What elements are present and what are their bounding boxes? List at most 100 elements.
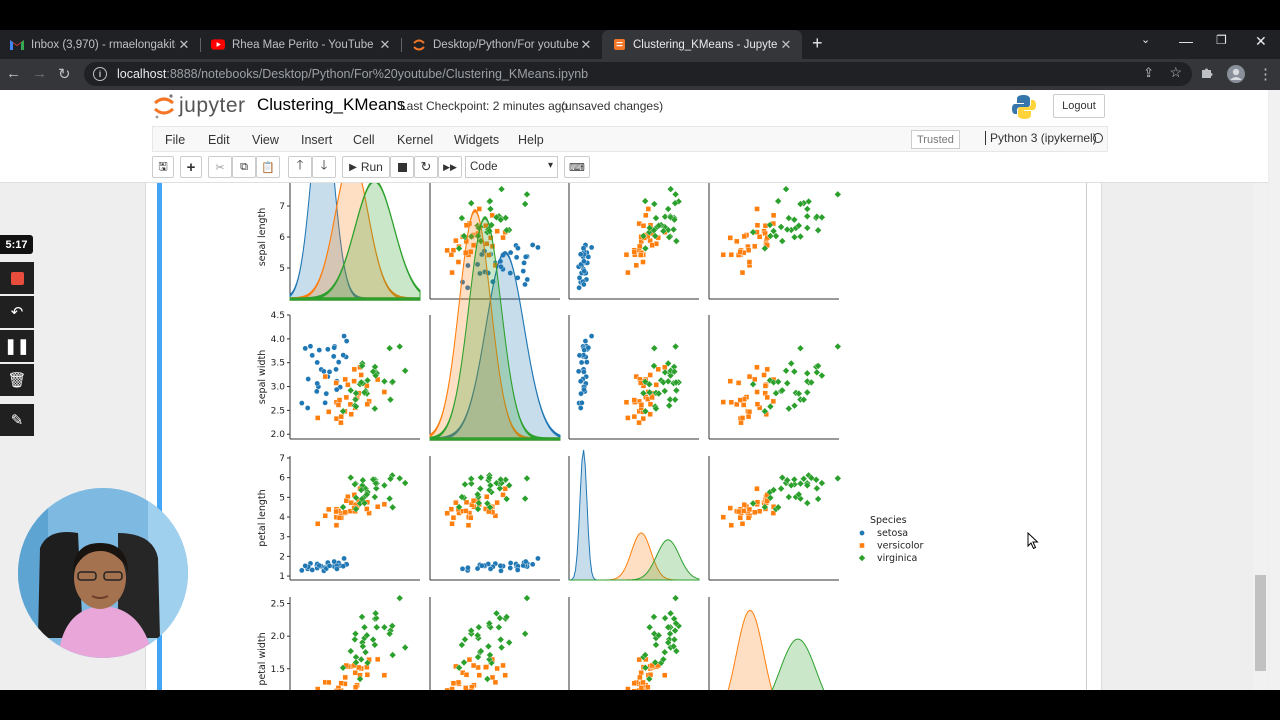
page-scrollbar[interactable] [1269,90,1280,690]
tab-search-chevron-icon[interactable]: ⌄ [1141,34,1151,46]
pause-icon: ❚❚ [4,338,30,355]
scatter-point-virginica [352,494,360,502]
scatter-point-virginica [659,227,668,235]
bookmark-star-icon[interactable]: ☆ [1169,64,1182,80]
tab-clustering-kmeans[interactable]: Clustering_KMeans - Jupyter Not ✕ [602,30,802,59]
scatter-point-setosa [498,263,504,270]
close-window-button[interactable]: ✕ [1255,33,1267,49]
scatter-point-versicolor [470,498,477,504]
minimize-button[interactable]: — [1179,33,1193,49]
profile-avatar-icon[interactable] [1226,64,1246,88]
scatter-point-versicolor [738,419,744,426]
scatter-point-virginica [813,368,821,377]
scatter-point-virginica [664,226,672,234]
restart-run-all-button[interactable]: ▶▶ [438,156,462,178]
restart-button[interactable]: ↻ [414,156,438,178]
address-bar[interactable]: i localhost:8888/notebooks/Desktop/Pytho… [84,62,1192,86]
paste-button[interactable]: 📋 [256,156,280,178]
scatter-point-virginica [858,554,866,562]
scatter-point-virginica [458,214,466,222]
close-tab-icon[interactable]: ✕ [580,36,592,52]
notebook-name[interactable]: Clustering_KMeans [257,95,406,114]
y-tick-label: 4 [279,513,285,523]
y-tick-label: 6 [279,474,285,484]
scatter-point-versicolor [737,397,743,403]
close-tab-icon[interactable]: ✕ [178,36,190,52]
menu-kernel[interactable]: Kernel [397,133,434,147]
menu-cell[interactable]: Cell [353,133,375,147]
scatter-point-virginica [492,479,501,487]
move-up-button[interactable]: 🡑 [288,156,312,178]
restore-button[interactable]: ❐ [1216,33,1227,47]
scatter-point-versicolor [625,415,631,421]
undo-button[interactable]: ↶ [0,296,34,328]
browser-menu-icon[interactable]: ⋮ [1258,66,1273,83]
scatter-point-virginica [351,635,359,644]
forward-arrow-icon[interactable]: → [32,65,47,82]
scatter-point-virginica [369,475,377,484]
scatter-point-versicolor [484,494,490,500]
cut-button[interactable]: ✂ [208,156,232,178]
tab-gmail[interactable]: Inbox (3,970) - rmaelongakit@gm ✕ [0,30,200,59]
draw-tool-button[interactable]: ✎ [0,404,34,436]
command-palette-button[interactable]: ⌨ [564,156,590,178]
scatter-point-virginica [502,226,511,234]
scatter-point-virginica [505,481,513,490]
close-tab-icon[interactable]: ✕ [780,36,792,52]
run-button[interactable]: ▶ Run [342,156,390,178]
scatter-point-setosa [581,258,587,265]
scatter-point-setosa [302,563,309,569]
tab-jupyter-tree[interactable]: Desktop/Python/For youtube/ ✕ [402,30,602,59]
copy-button[interactable]: ⧉ [232,156,256,178]
scatter-point-virginica [749,228,757,236]
scatter-point-virginica [496,614,504,622]
scatter-point-versicolor [489,674,496,681]
scatter-point-versicolor [645,684,651,690]
scatter-point-versicolor [463,508,469,514]
menu-view[interactable]: View [252,133,279,147]
scatter-point-virginica [485,619,493,628]
scatter-point-virginica [461,480,469,489]
share-icon[interactable]: ⇪ [1143,65,1154,80]
scatter-point-setosa [314,380,321,387]
notebook-scrollbar-track[interactable] [1253,183,1268,690]
legend-title: Species [870,515,907,526]
stop-recording-button[interactable] [0,262,34,294]
scatter-point-versicolor [333,508,339,515]
reload-icon[interactable]: ↻ [58,66,71,83]
menu-insert[interactable]: Insert [301,133,333,147]
move-down-button[interactable]: 🡓 [312,156,336,178]
y-tick-label: 4.5 [271,311,285,321]
cell-type-select[interactable]: Code ▾ [465,156,558,178]
scatter-point-setosa [316,562,323,569]
menu-widgets[interactable]: Widgets [454,133,500,147]
scatter-point-setosa [326,562,333,569]
menu-edit[interactable]: Edit [208,133,230,147]
tab-youtube[interactable]: Rhea Mae Perito - YouTube ✕ [201,30,401,59]
interrupt-button[interactable] [390,156,414,178]
tab-title: Inbox (3,970) - rmaelongakit@gm [31,38,176,51]
scatter-point-versicolor [720,399,726,405]
scatter-point-setosa [520,562,527,569]
close-tab-icon[interactable]: ✕ [379,36,391,52]
insert-cell-button[interactable]: + [180,156,202,178]
delete-recording-button[interactable]: 🗑 [0,364,34,396]
save-button[interactable]: 🖫 [152,156,174,178]
scatter-point-virginica [769,486,778,494]
logout-button[interactable]: Logout [1053,94,1105,118]
new-tab-button[interactable]: + [812,33,823,53]
jupyter-logo[interactable]: jupyter [153,92,246,120]
notebook-toolbar: 🖫 + ✂ ⧉ 📋 🡑 🡓 ▶ Run ↻ ▶▶ Code ▾ ⌨ [152,156,1108,180]
back-arrow-icon[interactable]: ← [6,65,21,82]
scatter-point-versicolor [770,212,777,219]
extensions-puzzle-icon[interactable] [1200,65,1214,83]
scatter-point-setosa [507,560,514,566]
notebook-scrollbar-thumb[interactable] [1255,575,1266,671]
menu-help[interactable]: Help [518,133,544,147]
scatter-point-virginica [475,623,483,631]
scatter-point-setosa [515,245,521,251]
site-info-icon[interactable]: i [93,67,107,81]
menu-file[interactable]: File [165,133,186,147]
pause-recording-button[interactable]: ❚❚ [0,330,34,362]
trusted-indicator[interactable]: Trusted [911,130,960,149]
